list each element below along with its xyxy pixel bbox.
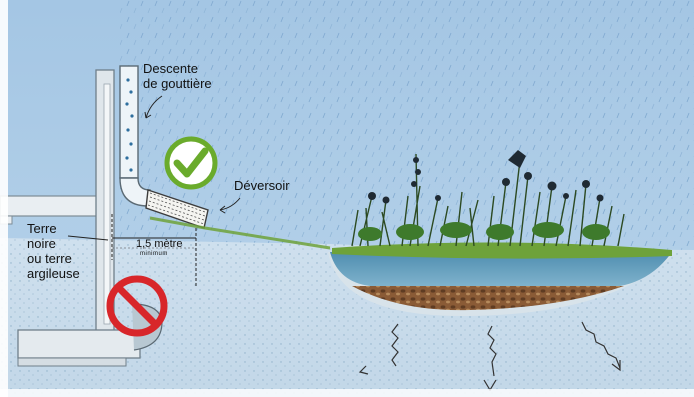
weir-label: Déversoir [234, 178, 290, 193]
foliage [358, 222, 610, 241]
house [0, 69, 163, 367]
downspout [119, 65, 151, 207]
downspout-arrowhead [144, 111, 152, 119]
bottom-border [0, 389, 694, 397]
weir-pointer [219, 197, 241, 211]
soil-pointer [67, 235, 109, 241]
water-layer [330, 252, 672, 286]
flowers [368, 150, 604, 204]
plants [351, 153, 625, 247]
soil-label: Terre noire ou terre argileuse [27, 221, 80, 281]
check-icon [164, 136, 218, 190]
runoff-flow [149, 216, 331, 250]
weir-arrowhead [219, 205, 226, 214]
downspout-pointer [145, 95, 163, 119]
grass-layer [332, 242, 672, 259]
no-entry-icon [106, 275, 168, 337]
rain-garden [328, 242, 672, 317]
gravel-layer [352, 286, 624, 311]
downspout-label: Descente de gouttière [143, 61, 212, 91]
distance-note-label: minimum [140, 251, 168, 257]
distance-label: 1,5 mètre [136, 238, 183, 250]
left-border [0, 0, 8, 397]
